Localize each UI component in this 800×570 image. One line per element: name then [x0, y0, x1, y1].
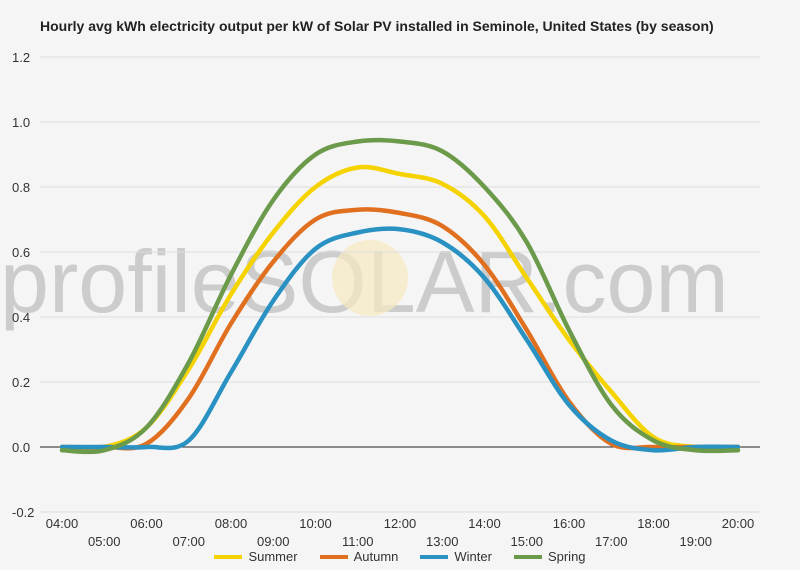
- y-tick-label: 0.8: [12, 180, 30, 195]
- y-tick-label: 0.6: [12, 245, 30, 260]
- watermark-sun: [332, 240, 408, 316]
- legend-item-autumn: Autumn: [319, 549, 399, 564]
- x-tick-label: 05:00: [88, 534, 121, 549]
- legend-item-winter: Winter: [420, 549, 492, 564]
- x-tick-label: 13:00: [426, 534, 459, 549]
- legend-swatch: [420, 554, 449, 559]
- x-tick-label: 08:00: [215, 516, 248, 531]
- legend-label: Spring: [547, 549, 586, 564]
- y-tick-label: -0.2: [12, 505, 34, 520]
- x-tick-label: 04:00: [46, 516, 79, 531]
- chart-legend: Summer Autumn Winter Spring: [0, 549, 800, 564]
- x-tick-label: 18:00: [637, 516, 670, 531]
- series-line-winter: [59, 226, 741, 453]
- x-tick-label: 20:00: [722, 516, 755, 531]
- x-tick-label: 15:00: [510, 534, 543, 549]
- y-tick-label: 0.2: [12, 375, 30, 390]
- y-tick-label: 0.0: [12, 440, 30, 455]
- legend-swatch: [214, 554, 243, 559]
- y-tick-label: 0.4: [12, 310, 30, 325]
- x-tick-label: 09:00: [257, 534, 290, 549]
- legend-item-spring: Spring: [513, 549, 586, 564]
- x-tick-label: 17:00: [595, 534, 628, 549]
- x-tick-label: 10:00: [299, 516, 332, 531]
- chart-title: Hourly avg kWh electricity output per kW…: [40, 18, 714, 34]
- legend-label: Autumn: [353, 549, 399, 564]
- x-tick-label: 12:00: [384, 516, 417, 531]
- legend-item-summer: Summer: [214, 549, 298, 564]
- legend-swatch: [319, 554, 348, 559]
- legend-label: Summer: [248, 549, 298, 564]
- y-tick-label: 1.2: [12, 50, 30, 65]
- series-line-autumn: [59, 207, 741, 451]
- x-tick-label: 19:00: [679, 534, 712, 549]
- legend-label: Winter: [454, 549, 492, 564]
- x-tick-label: 11:00: [342, 534, 374, 549]
- x-tick-label: 07:00: [172, 534, 205, 549]
- x-tick-label: 16:00: [553, 516, 586, 531]
- series-line-spring: [59, 137, 741, 455]
- legend-swatch: [513, 554, 542, 559]
- x-tick-label: 06:00: [130, 516, 163, 531]
- y-tick-label: 1.0: [12, 115, 30, 130]
- x-tick-label: 14:00: [468, 516, 501, 531]
